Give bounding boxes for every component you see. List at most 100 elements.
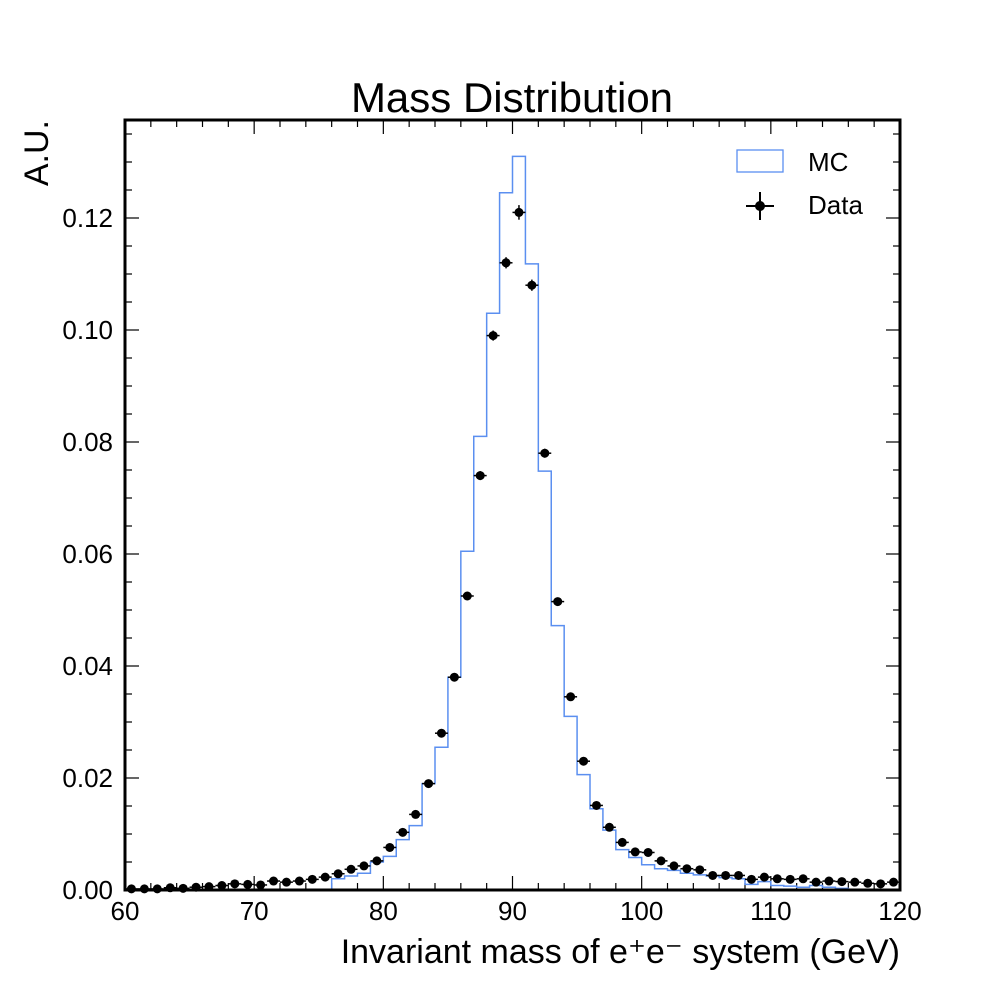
data-point [822,876,836,886]
data-marker [488,331,498,341]
data-marker [669,861,679,871]
data-point [887,877,900,887]
x-tick-label: 60 [111,896,140,926]
data-point [318,872,332,882]
plot-area [125,155,900,894]
data-marker [320,872,330,882]
data-marker [604,822,614,832]
data-marker [217,881,227,891]
data-marker [721,870,731,880]
data-point [280,877,293,887]
data-point [344,864,358,874]
y-tick-label: 0.08 [62,427,113,457]
data-marker [501,258,511,268]
data-marker [256,880,266,890]
data-marker [579,756,589,766]
chart-title: Mass Distribution [351,74,673,121]
data-point [292,876,306,886]
data-marker [398,827,408,837]
data-point [615,837,629,847]
data-point [641,847,655,857]
data-point [357,861,371,871]
data-marker [333,869,343,879]
data-marker [230,879,240,889]
data-points [125,205,900,894]
data-point [732,870,745,880]
y-tick-label: 0.04 [62,651,113,681]
data-marker [269,876,279,886]
data-marker [876,879,886,889]
data-point [706,870,720,880]
data-point [848,877,862,887]
data-point [538,448,552,458]
data-marker [346,864,356,874]
y-axis-label: A.U. [18,120,56,186]
data-point [667,861,681,871]
data-point [654,856,668,866]
data-point [796,874,810,884]
data-marker [449,672,459,682]
x-tick-label: 110 [750,896,791,926]
data-point [757,872,771,882]
data-point [525,279,539,291]
data-marker [759,872,769,882]
legend-mc-label: MC [808,147,848,177]
data-marker [863,878,873,888]
data-point [486,330,500,341]
y-tick-labels: 0.00 0.02 0.04 0.06 0.08 0.10 0.12 [62,203,113,905]
data-marker [385,842,395,852]
data-point [422,779,435,789]
data-marker [695,865,705,875]
data-marker [372,856,382,866]
data-marker [553,597,563,607]
x-tick-label: 80 [369,896,398,926]
data-marker [591,800,601,810]
x-axis-label: Invariant mass of e⁺e⁻ system (GeV) [341,933,900,971]
axis-ticks [124,120,901,891]
data-marker [630,847,640,857]
data-marker [746,874,756,884]
data-marker [527,280,537,290]
data-marker [811,877,821,887]
data-marker [411,809,421,819]
data-marker [436,728,446,738]
data-marker [785,874,795,884]
data-point [628,847,642,857]
y-tick-label: 0.10 [62,315,113,345]
data-marker [424,779,434,789]
data-point [383,842,397,852]
data-point [499,257,513,269]
legend-mc-swatch [736,149,784,173]
legend-data-label: Data [808,190,863,220]
y-tick-label: 0.06 [62,539,113,569]
data-point [564,692,578,702]
axes-frame [123,118,902,892]
data-marker [889,877,899,887]
data-marker [643,847,653,857]
data-marker [243,879,253,889]
data-point [680,864,694,874]
data-marker [682,864,692,874]
data-marker [617,837,627,847]
data-point [215,881,229,891]
x-tick-label: 100 [620,896,663,926]
data-point [447,672,461,682]
data-marker [514,207,524,217]
data-marker [566,692,576,702]
data-point [835,877,849,887]
y-tick-label: 0.00 [62,875,113,905]
data-point [241,879,255,889]
data-marker [850,877,860,887]
data-marker [281,877,291,887]
legend-data-marker [755,201,765,211]
data-point [602,822,616,832]
legend: MC Data [736,147,863,220]
data-marker [307,874,317,884]
data-point [861,878,875,888]
data-point [577,756,590,766]
data-point [305,874,319,884]
data-marker [475,471,485,481]
data-point [435,728,448,738]
data-point [228,879,242,889]
data-point [551,597,565,607]
